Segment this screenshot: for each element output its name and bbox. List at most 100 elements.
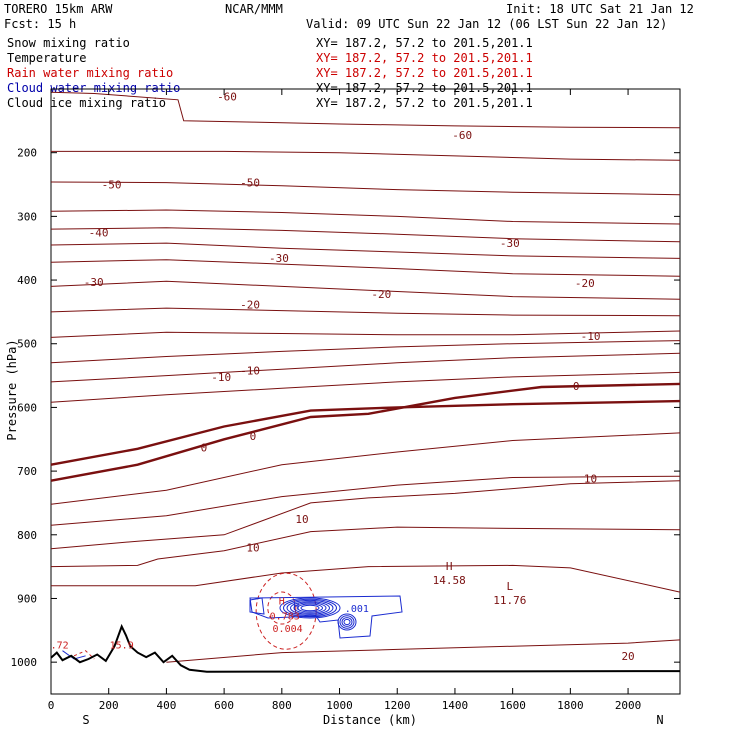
cloud-contour-ring-0 <box>279 597 341 619</box>
direction-left: S <box>82 713 89 727</box>
legend-field-2: Rain water mixing ratio <box>7 66 173 80</box>
model-title: TORERO 15km ARW <box>4 2 113 16</box>
cloud-contour-ring-6 <box>300 604 320 612</box>
x-tick-label-2: 400 <box>156 699 176 712</box>
isotherm-label-18: 10 <box>295 513 308 526</box>
org-label: NCAR/MMM <box>225 2 283 16</box>
y-tick-label-2: 400 <box>17 274 37 287</box>
isotherm-19 <box>51 564 681 593</box>
cloud-contour-small <box>249 597 265 615</box>
cloud-contour-ring-4 <box>293 602 327 614</box>
direction-right: N <box>656 713 663 727</box>
init-time: Init: 18 UTC Sat 21 Jan 12 <box>506 2 694 16</box>
rain-contour-left <box>73 650 95 660</box>
x-axis-label: Distance (km) <box>323 713 417 727</box>
cloud-contour-cell-3 <box>343 618 351 626</box>
isotherm-lines <box>50 91 681 663</box>
cloud-contour-ring-1 <box>283 598 337 618</box>
valid-time: Valid: 09 UTC Sun 22 Jan 12 (06 LST Sun … <box>306 17 667 31</box>
isotherm-13 <box>50 382 681 482</box>
isotherm-label-9: -20 <box>575 277 595 290</box>
isotherm-label-17: 10 <box>584 473 597 486</box>
isotherm-label-1: -60 <box>452 129 472 142</box>
extremum-value-0: 14.58 <box>433 574 466 587</box>
extremum-marker-0: H <box>446 560 453 573</box>
isotherm-17 <box>50 480 681 550</box>
isotherm-16 <box>50 475 681 526</box>
y-tick-label-0: 200 <box>17 147 37 160</box>
isotherm-1 <box>51 150 681 161</box>
cloud-contour-cell-1 <box>339 615 355 629</box>
isotherm-label-2: -50 <box>102 179 122 192</box>
isotherm-14 <box>50 399 681 466</box>
isotherm-8 <box>50 307 681 317</box>
cloud-water-label-0: .001 <box>345 604 369 615</box>
isotherm-label-19: 10 <box>246 542 259 555</box>
cloud-contour-outer <box>249 595 403 639</box>
isotherm-label-0: -60 <box>217 91 237 104</box>
cloud-contour-ring-3 <box>290 601 330 615</box>
isotherm-0 <box>50 91 681 129</box>
rain-contour-inner <box>267 591 297 625</box>
isotherm-6 <box>50 259 681 277</box>
cloud-water-label-1: H <box>293 602 299 613</box>
isotherm-label-14: 0 <box>573 380 580 393</box>
legend: Snow mixing ratio XY= 187.2, 57.2 to 201.… <box>7 36 533 110</box>
isotherm-label-5: -30 <box>500 237 520 250</box>
isotherm-label-12: -10 <box>240 364 260 377</box>
isotherm-label-20: 20 <box>621 650 634 663</box>
legend-field-4: Cloud ice mixing ratio <box>7 96 166 110</box>
x-axis: 0 200 400 600 800 1000 1200 1400 1600 1800 2000 <box>48 89 642 712</box>
isotherm-20 <box>166 639 681 663</box>
isotherm-label-7: -30 <box>84 276 104 289</box>
y-tick-label-1: 300 <box>17 210 37 223</box>
contour-labels: -60-60-50 -50-40-30-30-30-20-20-20-10-10-… <box>51 91 635 663</box>
isotherm-label-16: 0 <box>201 442 208 455</box>
isotherm-label-15: 0 <box>250 430 257 443</box>
legend-xy-4: XY= 187.2, 57.2 to 201.5,201.1 <box>316 96 533 110</box>
isotherm-18 <box>50 526 681 568</box>
cloud-contour-ring-5 <box>297 603 323 613</box>
isotherm-label-4: -40 <box>89 226 109 239</box>
x-tick-label-8: 1600 <box>499 699 526 712</box>
x-tick-label-10: 2000 <box>615 699 642 712</box>
isotherm-7 <box>50 280 681 300</box>
x-tick-label-5: 1000 <box>326 699 353 712</box>
isotherm-label-11: -10 <box>581 330 601 343</box>
isotherm-label-13: -10 <box>211 371 231 384</box>
legend-xy-3: XY= 187.2, 57.2 to 201.5,201.1 <box>316 81 533 95</box>
isotherm-label-8: -20 <box>371 288 391 301</box>
rain-label-4: 15.9 <box>110 640 134 651</box>
rain-label-2: H <box>279 596 285 607</box>
isotherm-5 <box>50 242 681 259</box>
legend-field-0: Snow mixing ratio <box>7 36 130 50</box>
rain-label-0: 0.783 <box>270 612 300 623</box>
isotherm-15 <box>50 432 681 505</box>
isotherm-label-3: -50 <box>240 177 260 190</box>
isotherm-label-10: -20 <box>240 298 260 311</box>
legend-xy-0: XY= 187.2, 57.2 to 201.5,201.1 <box>316 36 533 50</box>
cloud-water-contours <box>62 595 403 660</box>
x-tick-label-7: 1400 <box>442 699 469 712</box>
y-tick-label-8: 1000 <box>11 656 38 669</box>
legend-field-3: Cloud water mixing ratio <box>7 81 180 95</box>
isotherm-12 <box>50 371 681 403</box>
y-axis-label: Pressure (hPa) <box>5 339 19 440</box>
y-tick-label-5: 700 <box>17 465 37 478</box>
isotherm-2 <box>50 181 681 196</box>
plot-frame <box>50 88 681 695</box>
rain-label-1: 0.004 <box>273 624 303 635</box>
forecast-hour: Fcst: 15 h <box>4 17 76 31</box>
isotherm-11 <box>50 352 681 383</box>
legend-xy-1: XY= 187.2, 57.2 to 201.5,201.1 <box>316 51 533 65</box>
rain-label-3: .72 <box>51 640 69 651</box>
x-tick-label-3: 600 <box>214 699 234 712</box>
cloud-contour-ring-2 <box>286 599 334 617</box>
cloud-contour-cell-2 <box>341 617 353 627</box>
isotherm-label-6: -30 <box>269 252 289 265</box>
y-tick-label-7: 900 <box>17 592 37 605</box>
plot-area: -60-60-50 -50-40-30-30-30-20-20-20-10-10-… <box>50 88 681 695</box>
x-tick-label-1: 200 <box>99 699 119 712</box>
